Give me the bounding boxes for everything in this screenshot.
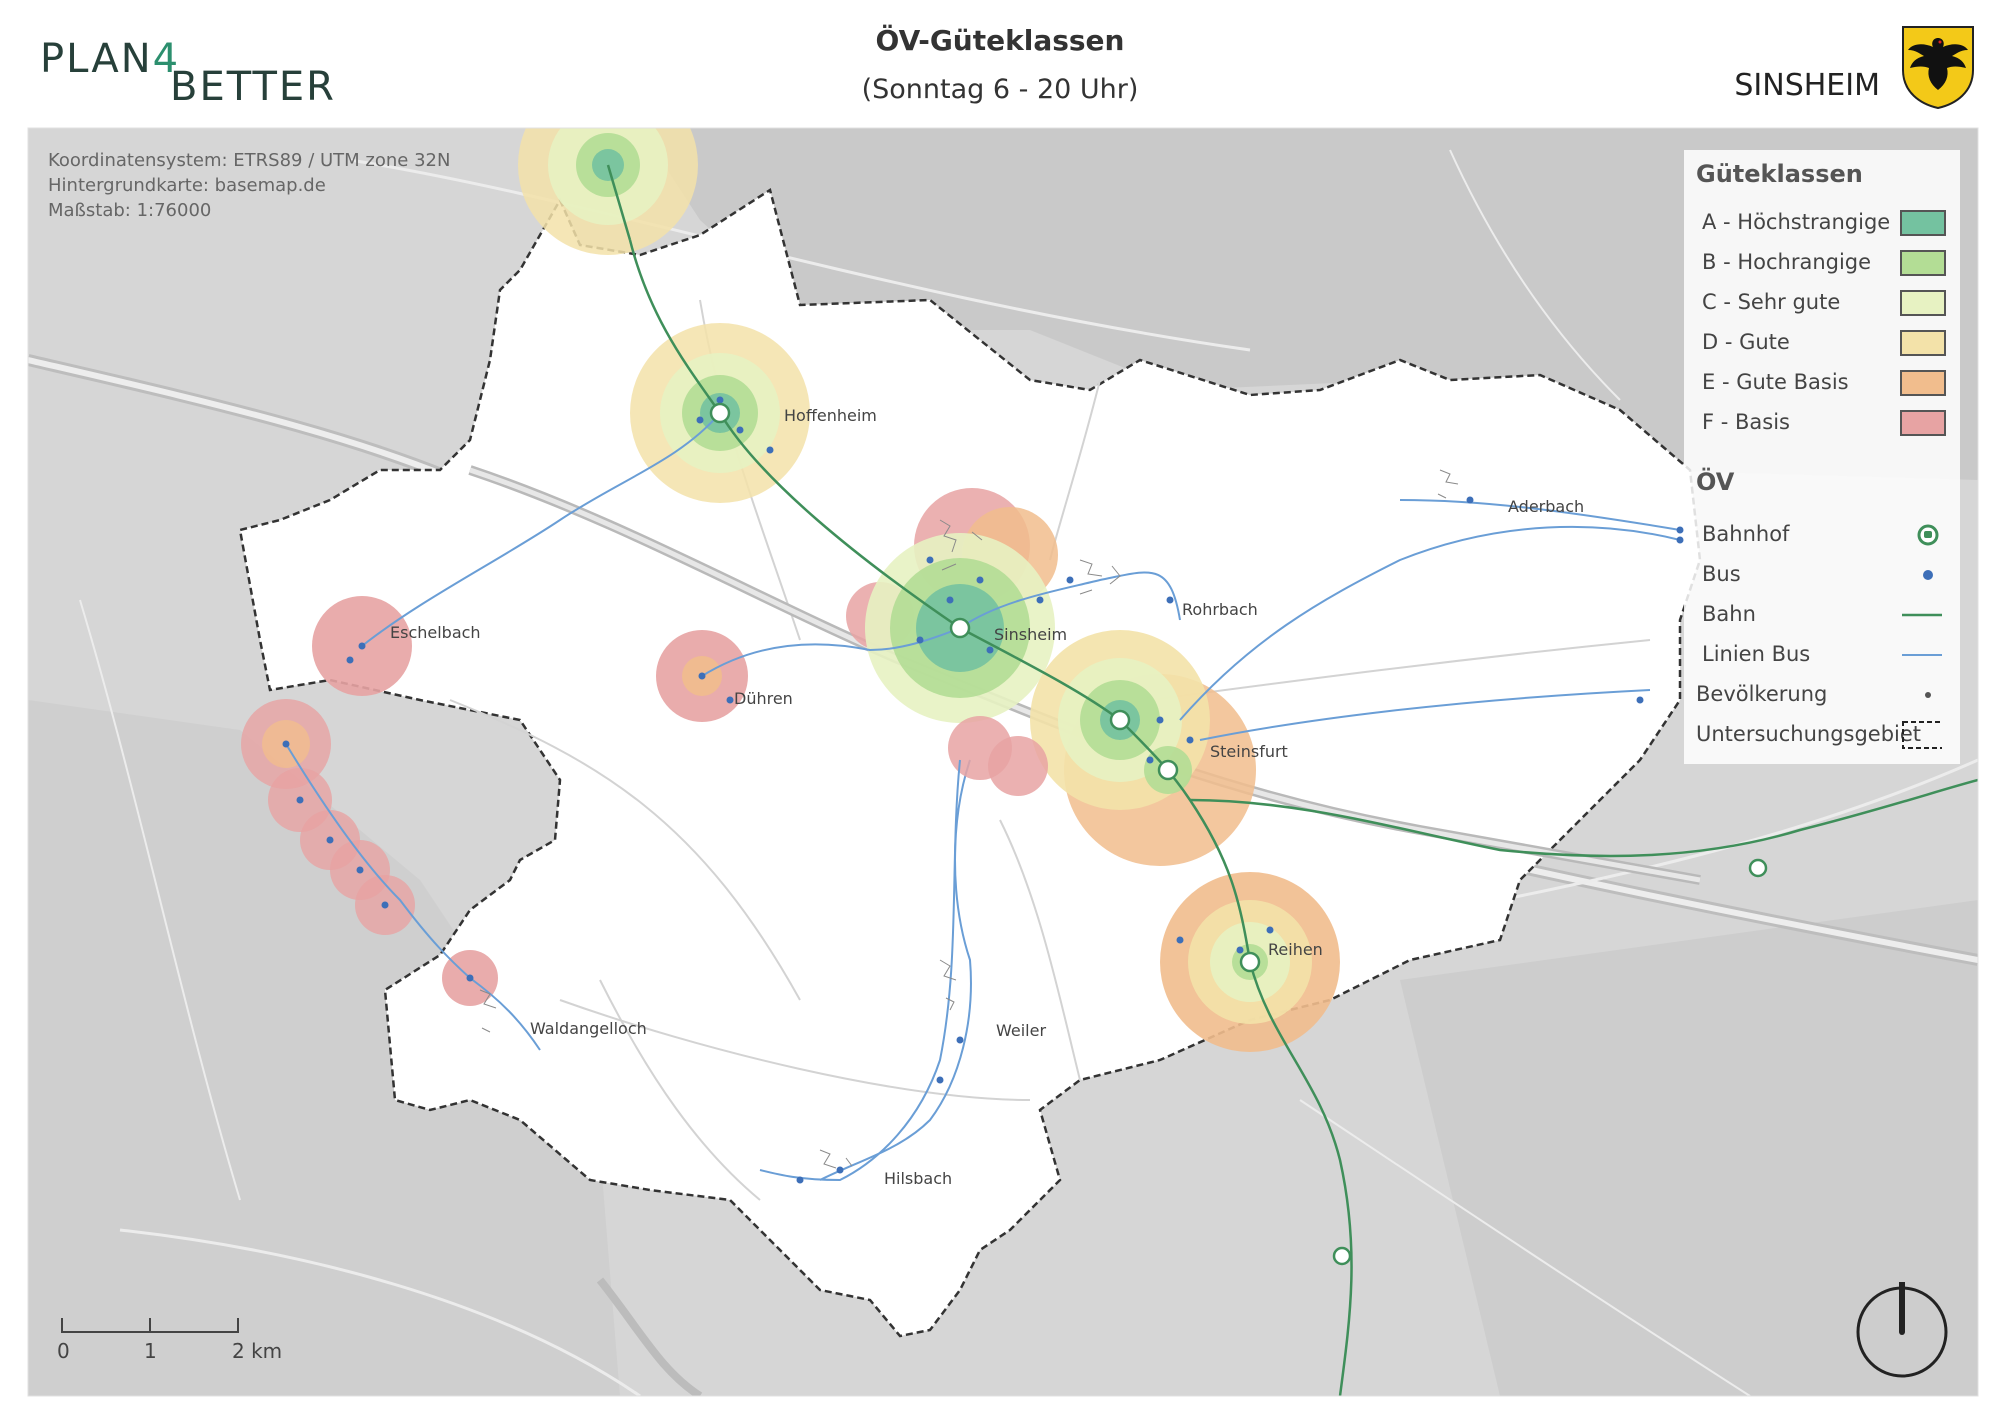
bus-stops	[282, 396, 1684, 1184]
scale-text: Maßstab: 1:76000	[48, 200, 212, 221]
eagle-crest-icon	[1900, 24, 1976, 110]
logo-text-bottom: BETTER	[170, 64, 336, 110]
legend-label: F - Basis	[1702, 410, 1790, 434]
place-label: Steinsfurt	[1210, 742, 1288, 761]
legend: Güteklassen A - Höchstrangige B - Hochra…	[1684, 150, 1960, 764]
legend-label: Bus	[1702, 562, 1741, 586]
legend-label: B - Hochrangige	[1702, 250, 1872, 274]
basemap-text: Hintergrundkarte: basemap.de	[48, 175, 326, 196]
legend-bus: Bus	[1696, 560, 1952, 590]
legend-label: Untersuchungsgebiet	[1696, 722, 1922, 746]
legend-class-f: F - Basis	[1696, 408, 1952, 438]
legend-bus-lines: Linien Bus	[1696, 640, 1952, 670]
logo-number: 4	[152, 36, 181, 82]
rail-lines	[606, 164, 1978, 1396]
legend-label: C - Sehr gute	[1702, 290, 1841, 314]
place-label: Sinsheim	[994, 625, 1067, 644]
legend-swatch	[1900, 410, 1946, 436]
train-station-icon	[1902, 520, 1942, 550]
legend-swatch	[1900, 370, 1946, 396]
plan4better-logo: PLAN4 BETTER	[40, 36, 340, 110]
place-label: Hilsbach	[884, 1169, 952, 1188]
bus-lines	[285, 412, 1681, 1182]
legend-label: A - Höchstrangige	[1702, 210, 1891, 234]
legend-class-b: B - Hochrangige	[1696, 248, 1952, 278]
place-label: Aderbach	[1508, 497, 1584, 516]
legend-label: Linien Bus	[1702, 642, 1811, 666]
legend-swatch	[1900, 330, 1946, 356]
logo-part1: PLAN	[40, 36, 153, 82]
legend-swatch	[1900, 210, 1946, 236]
train-stations	[709, 402, 1768, 1266]
scale-tick: 2 km	[232, 1339, 282, 1363]
crs-text: Koordinatensystem: ETRS89 / UTM zone 32N	[48, 150, 451, 171]
legend-swatch	[1900, 250, 1946, 276]
scale-tick: 1	[144, 1339, 157, 1363]
population-dot-icon	[1902, 680, 1942, 710]
place-label: Rohrbach	[1182, 600, 1258, 619]
internal-roads	[449, 299, 1651, 1201]
legend-class-d: D - Gute	[1696, 328, 1952, 358]
city-name: SINSHEIM	[1734, 68, 1880, 103]
legend-label: E - Gute Basis	[1702, 370, 1849, 394]
legend-study-area: Untersuchungsgebiet	[1696, 720, 1952, 750]
rail-line-icon	[1902, 600, 1942, 630]
legend-train-station: Bahnhof	[1696, 520, 1952, 550]
legend-population: Bevölkerung	[1696, 680, 1952, 710]
map-title: ÖV-Güteklassen	[875, 24, 1125, 57]
place-label: Waldangelloch	[530, 1019, 647, 1038]
place-label: Reihen	[1268, 940, 1323, 959]
bus-stop-icon	[1902, 560, 1942, 590]
place-labels: Hoffenheim Sinsheim Rohrbach Eschelbach …	[390, 406, 1584, 1188]
place-label: Hoffenheim	[784, 406, 877, 425]
map-subtitle: (Sonntag 6 - 20 Uhr)	[861, 74, 1139, 105]
legend-label: D - Gute	[1702, 330, 1790, 354]
north-arrow-icon	[1854, 1279, 1950, 1378]
study-area-icon	[1902, 720, 1948, 750]
legend-class-c: C - Sehr gute	[1696, 288, 1952, 318]
legend-class-a: A - Höchstrangige	[1696, 208, 1952, 238]
legend-label: Bahn	[1702, 602, 1756, 626]
place-label: Eschelbach	[390, 623, 481, 642]
scale-tick: 0	[57, 1339, 70, 1363]
scale-bar: 0 1 2 km	[52, 1310, 312, 1370]
bus-line-icon	[1902, 640, 1942, 670]
legend-rail: Bahn	[1696, 600, 1952, 630]
settlements	[479, 469, 1459, 1169]
legend-swatch	[1900, 290, 1946, 316]
logo-text-top: PLAN4	[40, 36, 180, 82]
legend-label: Bahnhof	[1702, 522, 1790, 546]
legend-classes-title: Güteklassen	[1696, 160, 1863, 188]
legend-label: Bevölkerung	[1696, 682, 1828, 706]
legend-ov-title: ÖV	[1696, 468, 1735, 496]
map-info: Koordinatensystem: ETRS89 / UTM zone 32N…	[48, 148, 450, 223]
place-label: Weiler	[996, 1021, 1046, 1040]
legend-class-e: E - Gute Basis	[1696, 368, 1952, 398]
place-label: Dühren	[734, 689, 793, 708]
